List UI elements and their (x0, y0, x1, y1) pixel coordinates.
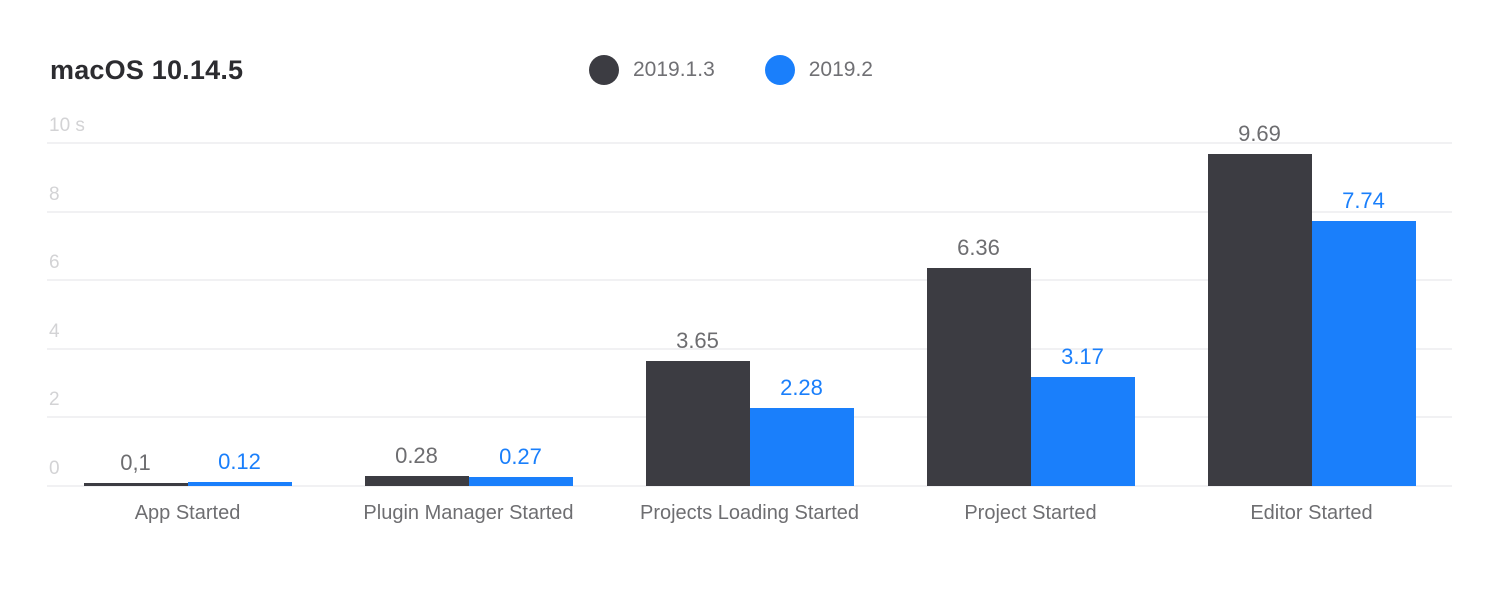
bar-value-label: 9.69 (1238, 120, 1281, 146)
bar-value-label: 6.36 (957, 234, 1000, 260)
bar-2019-2: 3.17 (1030, 346, 1135, 486)
bar-2019-2: 7.74 (1311, 189, 1416, 486)
y-tick-label-0: 0 (49, 458, 60, 479)
y-tick-label-10: 10 s (49, 115, 85, 136)
category-label: Project Started (964, 502, 1097, 524)
bar-value-label: 0.28 (395, 443, 438, 469)
bar-2019-1-3: 6.36 (926, 236, 1031, 486)
bar-value-label: 7.74 (1342, 187, 1385, 213)
legend-dot-icon (764, 55, 795, 85)
bar-group-editor-started: 9.69 7.74 Editor Started (1171, 122, 1452, 524)
bar-value-label: 0.12 (218, 448, 261, 474)
gridline-4 (47, 347, 1452, 350)
category-label: Projects Loading Started (639, 502, 860, 524)
bar-group-plugin-manager-started: 0.28 0.27 Plugin Manager Started (328, 143, 609, 524)
bar-groups: 0,1 0.12 App Started 0.28 0.27 Plugin Manager… (47, 122, 1452, 524)
legend-item-2019-1-3: 2019.1.3 (589, 55, 715, 85)
legend-dot-icon (589, 55, 619, 85)
gridline-0 (47, 485, 1452, 487)
legend-label: 2019.1.3 (633, 58, 715, 81)
bar-value-label: 3.65 (676, 327, 719, 353)
gridline-10 (47, 142, 1452, 144)
plot-area: 0 2 4 6 8 10 s 0,1 0.12 App Started 0.28 0.27 Plug… (47, 116, 1452, 524)
category-label: Editor Started (1250, 502, 1373, 524)
bar-2019-1-3: 3.65 (645, 329, 750, 486)
y-tick-label-6: 6 (49, 252, 60, 274)
bar-value-label: 0.27 (499, 443, 542, 469)
bar-value-label: 2.28 (780, 374, 823, 400)
legend: 2019.1.3 2019.2 (589, 55, 873, 85)
bar-2019-2: 0.27 (468, 445, 573, 486)
legend-item-2019-2: 2019.2 (764, 55, 873, 85)
bar-value-label: 3.17 (1061, 344, 1104, 370)
bar-2019-2: 0.12 (187, 450, 292, 486)
chart-title: macOS 10.14.5 (50, 55, 244, 85)
bar-2019-1-3: 9.69 (1207, 122, 1312, 486)
bar-group-projects-loading-started: 3.65 2.28 Projects Loading Started (609, 143, 890, 524)
bar-2019-1-3: 0,1 (83, 451, 188, 486)
category-label: App Started (134, 502, 241, 524)
bar-group-app-started: 0,1 0.12 App Started (47, 143, 328, 524)
y-tick-label-8: 8 (49, 183, 60, 205)
gridline-6 (47, 279, 1452, 282)
legend-label: 2019.2 (808, 58, 873, 81)
bar-2019-2: 2.28 (749, 376, 854, 486)
bar-2019-1-3: 0.28 (364, 445, 469, 486)
gridline-8 (47, 210, 1452, 213)
category-label: Plugin Manager Started (363, 502, 574, 524)
y-tick-label-2: 2 (49, 389, 60, 411)
bar-value-label: 0,1 (120, 449, 151, 475)
y-tick-label-4: 4 (49, 320, 60, 342)
bar-group-project-started: 6.36 3.17 Project Started (890, 143, 1171, 524)
